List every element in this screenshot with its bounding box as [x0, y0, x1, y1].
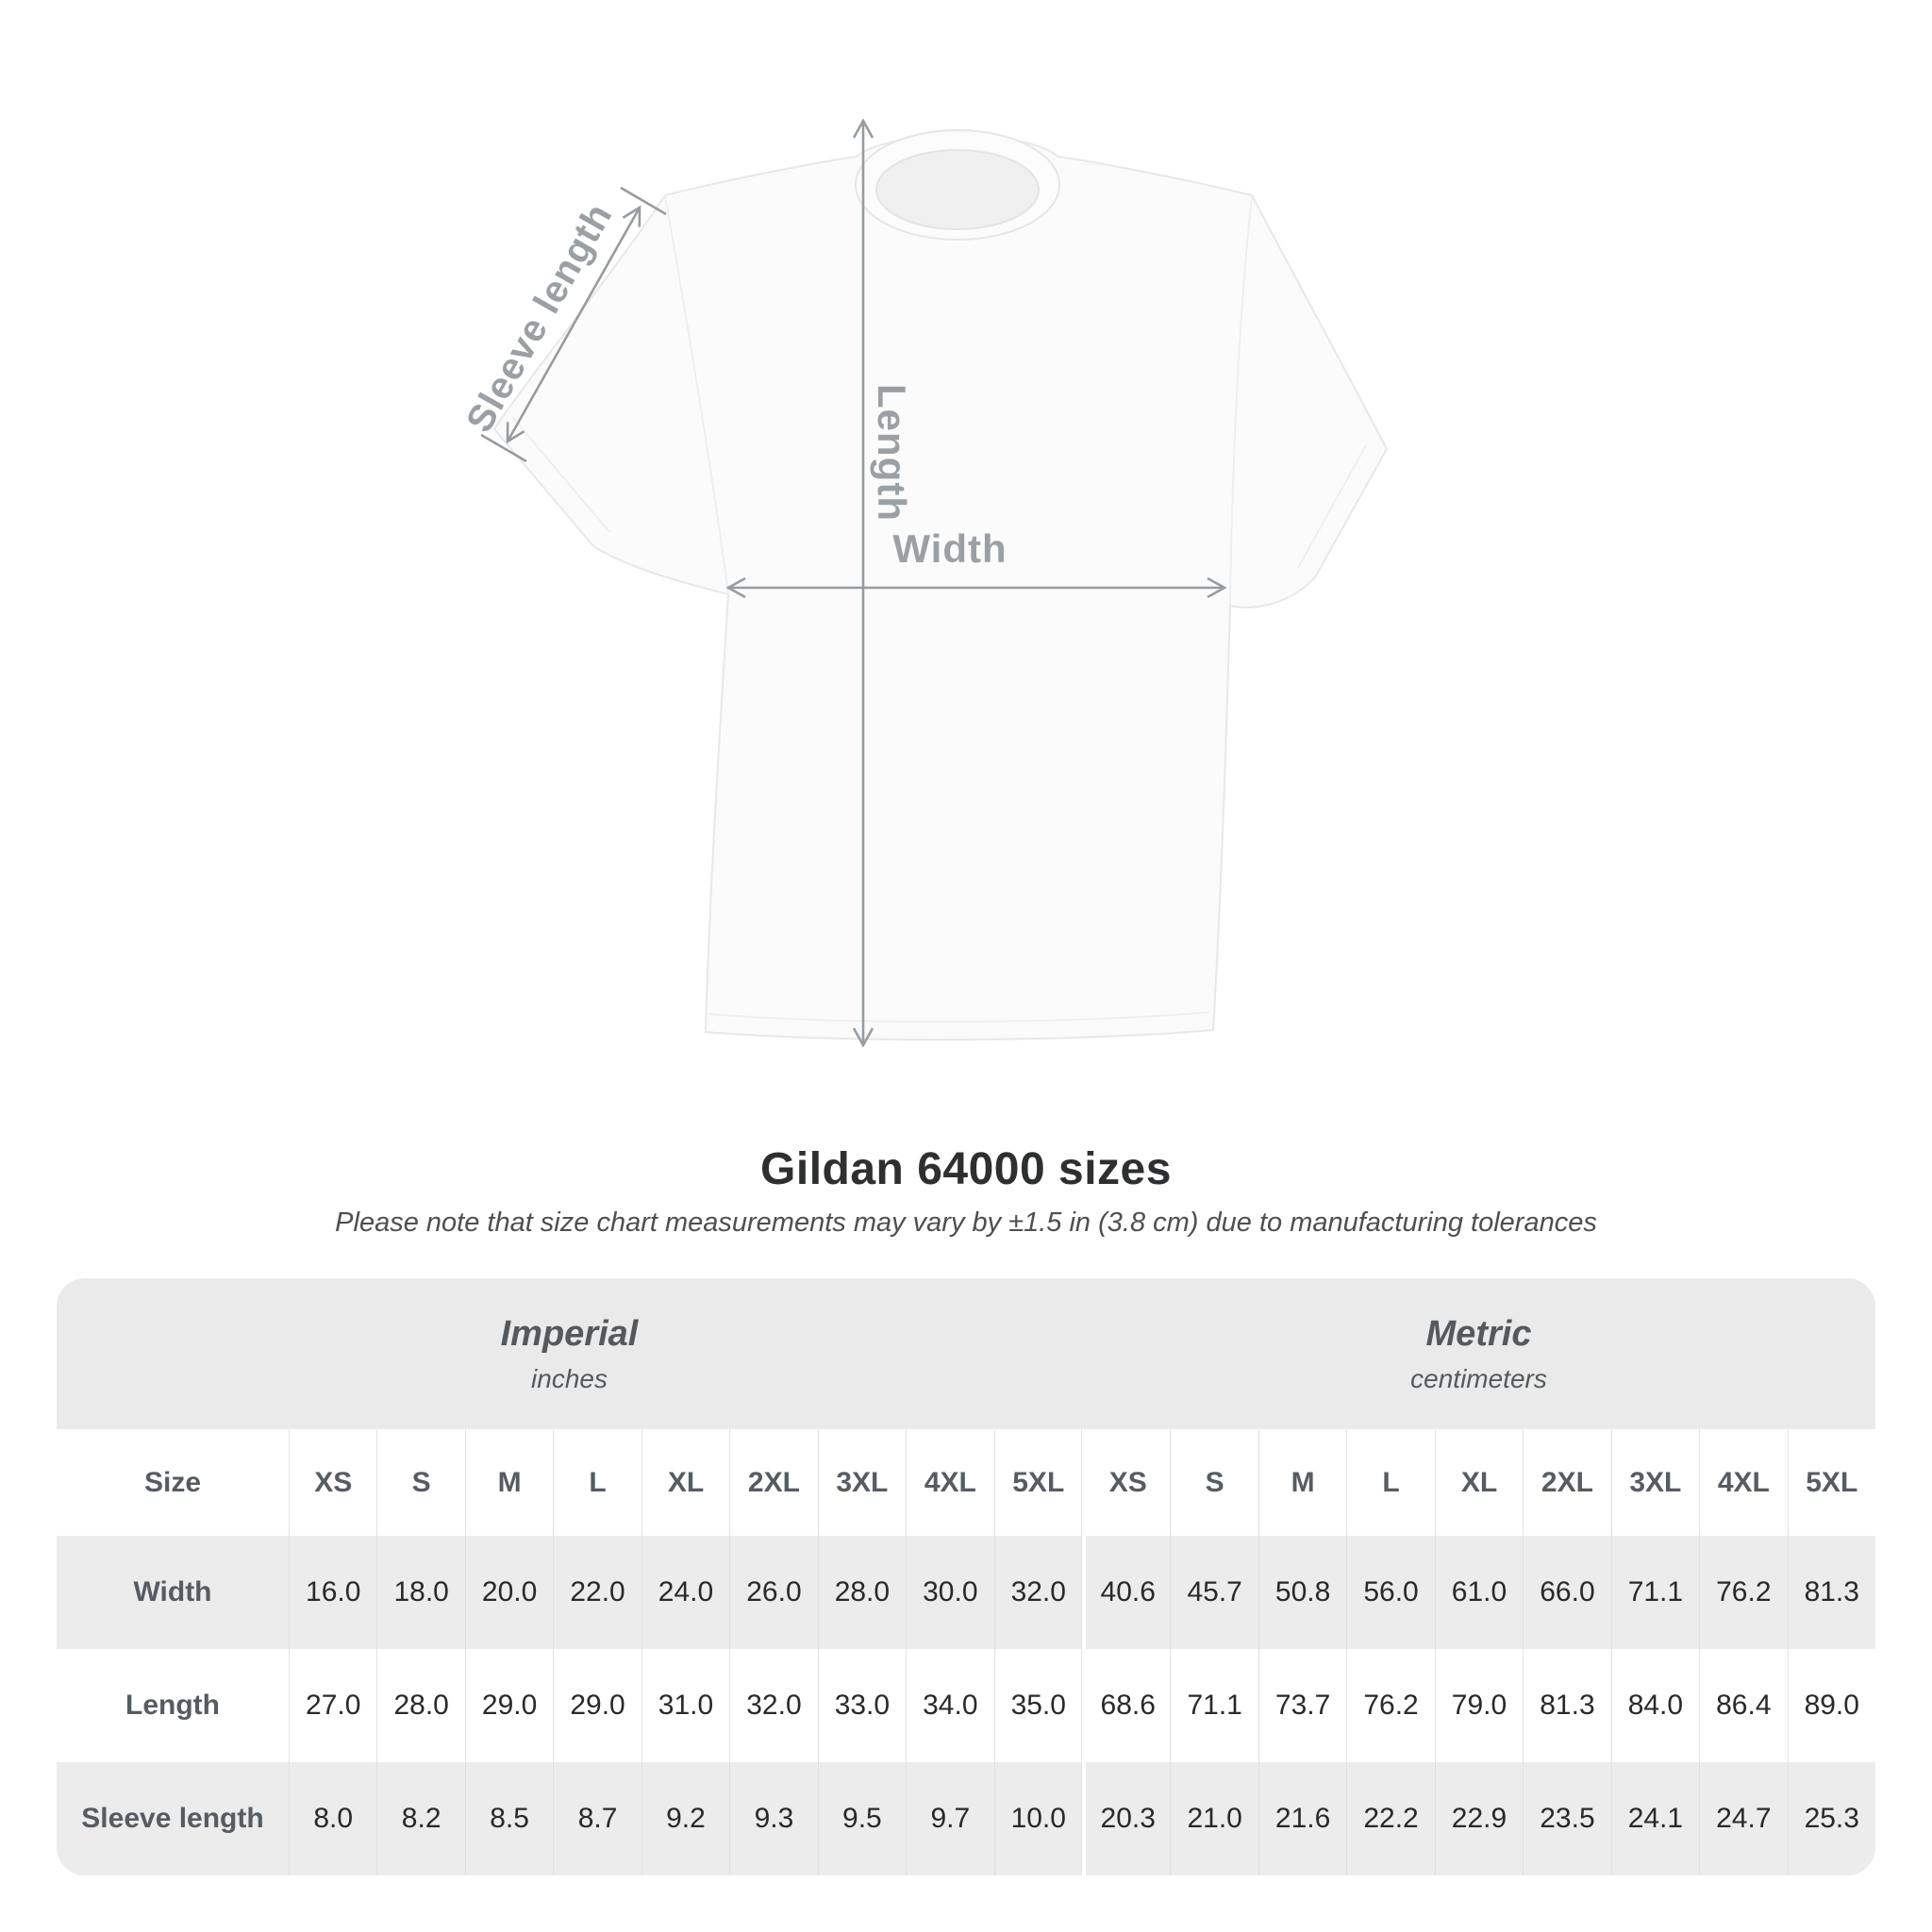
value-cell-metric: 45.7: [1170, 1536, 1258, 1649]
value-cell-metric: 71.1: [1170, 1649, 1258, 1762]
size-header-cell: Size: [57, 1429, 289, 1536]
width-label: Width: [892, 526, 1007, 571]
value-cell-metric: 76.2: [1346, 1649, 1435, 1762]
value-cell-metric: 22.2: [1346, 1762, 1435, 1875]
value-cell-imperial: 10.0: [993, 1762, 1082, 1875]
value-cell-imperial: 18.0: [376, 1536, 465, 1649]
value-cell-metric: 24.1: [1610, 1762, 1700, 1875]
value-cell-imperial: 27.0: [289, 1649, 377, 1762]
value-cell-imperial: 29.0: [553, 1649, 641, 1762]
size-grid: Size XS S M L XL 2XL 3XL 4XL 5XL XS S M L XL 2XL 3XL 4XL 5…: [57, 1429, 1875, 1875]
value-cell-imperial: 8.5: [464, 1762, 554, 1875]
right-sleeve-seam: [1229, 194, 1253, 607]
value-cell-imperial: 9.7: [906, 1762, 994, 1875]
sleeve-length-arrow: [506, 205, 641, 444]
imperial-header: Imperial inches: [57, 1278, 1082, 1429]
value-cell-metric: 61.0: [1434, 1536, 1524, 1649]
value-cell-metric: 89.0: [1787, 1649, 1875, 1762]
value-cell-imperial: 33.0: [817, 1649, 907, 1762]
collar-inner: [875, 149, 1040, 230]
size-col-metric-l: L: [1346, 1429, 1435, 1536]
value-cell-metric: 20.3: [1081, 1762, 1171, 1875]
size-col-imperial-xl: XL: [641, 1429, 730, 1536]
value-cell-imperial: 16.0: [289, 1536, 377, 1649]
value-cell-metric: 50.8: [1257, 1536, 1347, 1649]
size-col-imperial-5xl: 5XL: [993, 1429, 1082, 1536]
value-cell-metric: 23.5: [1523, 1762, 1611, 1875]
size-col-metric-3xl: 3XL: [1610, 1429, 1700, 1536]
length-label: Length: [870, 384, 914, 522]
value-cell-metric: 56.0: [1346, 1536, 1435, 1649]
value-cell-imperial: 28.0: [817, 1536, 907, 1649]
value-cell-imperial: 9.2: [641, 1762, 730, 1875]
value-cell-imperial: 9.5: [817, 1762, 907, 1875]
imperial-unit: inches: [531, 1363, 608, 1393]
value-cell-imperial: 26.0: [729, 1536, 818, 1649]
value-cell-metric: 21.6: [1257, 1762, 1347, 1875]
tshirt-measurement-diagram: Sleeve length Length Width: [458, 118, 1389, 1048]
row-label: Width: [57, 1536, 289, 1649]
value-cell-imperial: 32.0: [729, 1649, 818, 1762]
value-cell-imperial: 8.0: [289, 1762, 377, 1875]
value-cell-metric: 81.3: [1787, 1536, 1875, 1649]
chart-title: Gildan 64000 sizes: [760, 1144, 1172, 1194]
sleeve-arrow-top-tick: [620, 186, 667, 216]
unit-header-band: Imperial inches Metric centimeters: [57, 1278, 1875, 1429]
size-col-imperial-m: M: [464, 1429, 554, 1536]
value-cell-metric: 21.0: [1170, 1762, 1258, 1875]
value-cell-metric: 22.9: [1434, 1762, 1524, 1875]
size-col-metric-m: M: [1257, 1429, 1347, 1536]
value-cell-metric: 71.1: [1610, 1536, 1700, 1649]
value-cell-imperial: 31.0: [641, 1649, 730, 1762]
value-cell-imperial: 22.0: [553, 1536, 641, 1649]
size-col-imperial-s: S: [376, 1429, 465, 1536]
sleeve-arrow-bottom-tick: [480, 433, 527, 463]
value-cell-imperial: 34.0: [906, 1649, 994, 1762]
value-cell-imperial: 29.0: [464, 1649, 554, 1762]
value-cell-imperial: 30.0: [906, 1536, 994, 1649]
value-cell-imperial: 8.2: [376, 1762, 465, 1875]
value-cell-imperial: 32.0: [993, 1536, 1082, 1649]
right-cuff-hem: [1297, 444, 1367, 569]
value-cell-metric: 66.0: [1523, 1536, 1611, 1649]
size-col-metric-xl: XL: [1434, 1429, 1524, 1536]
value-cell-imperial: 20.0: [464, 1536, 554, 1649]
value-cell-imperial: 24.0: [641, 1536, 730, 1649]
size-col-metric-5xl: 5XL: [1787, 1429, 1875, 1536]
size-col-metric-s: S: [1170, 1429, 1258, 1536]
bottom-hem-stitch: [708, 1011, 1210, 1024]
value-cell-metric: 86.4: [1699, 1649, 1788, 1762]
value-cell-imperial: 35.0: [993, 1649, 1082, 1762]
value-cell-metric: 76.2: [1699, 1536, 1788, 1649]
value-cell-metric: 68.6: [1081, 1649, 1171, 1762]
metric-label: Metric: [1425, 1313, 1532, 1354]
size-col-imperial-2xl: 2XL: [729, 1429, 818, 1536]
value-cell-imperial: 8.7: [553, 1762, 641, 1875]
size-col-imperial-l: L: [553, 1429, 641, 1536]
value-cell-metric: 73.7: [1257, 1649, 1347, 1762]
left-sleeve-seam: [664, 194, 729, 595]
metric-header: Metric centimeters: [1082, 1278, 1875, 1429]
size-col-metric-2xl: 2XL: [1523, 1429, 1611, 1536]
value-cell-metric: 81.3: [1523, 1649, 1611, 1762]
tolerance-note: Please note that size chart measurements…: [335, 1208, 1597, 1238]
size-col-imperial-xs: XS: [289, 1429, 377, 1536]
size-col-metric-xs: XS: [1081, 1429, 1171, 1536]
size-table: Imperial inches Metric centimeters Size X…: [57, 1278, 1875, 1875]
value-cell-metric: 25.3: [1787, 1762, 1875, 1875]
size-col-imperial-3xl: 3XL: [817, 1429, 907, 1536]
size-col-metric-4xl: 4XL: [1699, 1429, 1788, 1536]
size-col-imperial-4xl: 4XL: [906, 1429, 994, 1536]
value-cell-metric: 40.6: [1081, 1536, 1171, 1649]
value-cell-metric: 84.0: [1610, 1649, 1700, 1762]
value-cell-imperial: 9.3: [729, 1762, 818, 1875]
value-cell-metric: 79.0: [1434, 1649, 1524, 1762]
value-cell-metric: 24.7: [1699, 1762, 1788, 1875]
row-label: Length: [57, 1649, 289, 1762]
value-cell-imperial: 28.0: [376, 1649, 465, 1762]
row-label: Sleeve length: [57, 1762, 289, 1875]
metric-unit: centimeters: [1410, 1363, 1547, 1393]
imperial-label: Imperial: [500, 1313, 639, 1354]
